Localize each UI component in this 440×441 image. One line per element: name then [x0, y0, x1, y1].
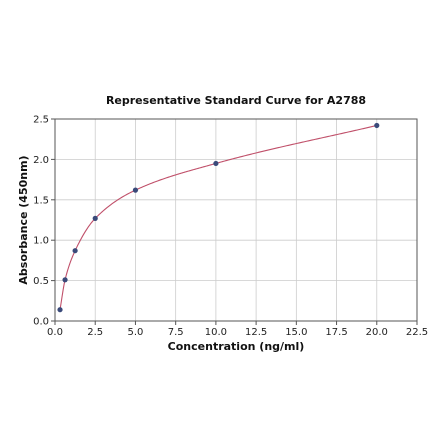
y-axis-label: Absorbance (450nm) — [17, 155, 30, 284]
y-tick-label: 0.0 — [33, 317, 49, 328]
grid-lines — [54, 118, 418, 322]
y-tick-label: 0.5 — [33, 276, 49, 287]
data-points — [57, 122, 380, 313]
x-tick-label: 22.5 — [406, 327, 428, 338]
x-tick-label: 17.5 — [325, 327, 347, 338]
y-axis-ticks: 0.0 0.5 1.0 1.5 2.0 2.5 — [33, 115, 55, 328]
y-tick-label: 2.5 — [33, 115, 49, 126]
plot-frame — [54, 118, 418, 322]
data-point — [92, 215, 98, 221]
x-tick-label: 10.0 — [205, 327, 227, 338]
x-tick-label: 7.5 — [168, 327, 184, 338]
x-axis-ticks: 0.0 2.5 5.0 7.5 10.0 12.5 15.0 17.5 20.0 22.5 — [47, 321, 428, 338]
data-point — [374, 122, 380, 129]
chart-title: Representative Standard Curve for A2788 — [106, 94, 366, 107]
data-point — [132, 187, 139, 193]
y-tick-label: 2.0 — [33, 155, 49, 166]
x-tick-label: 5.0 — [127, 327, 143, 338]
x-tick-label: 20.0 — [366, 327, 388, 338]
x-axis-label: Concentration (ng/ml) — [168, 340, 305, 353]
data-point — [213, 160, 219, 167]
x-tick-label: 0.0 — [47, 327, 63, 338]
x-tick-label: 12.5 — [245, 327, 267, 338]
x-tick-label: 2.5 — [87, 327, 103, 338]
x-tick-label: 15.0 — [285, 327, 307, 338]
data-point — [57, 307, 63, 313]
data-point — [72, 248, 78, 254]
fit-curve — [59, 124, 377, 310]
data-point — [62, 277, 68, 283]
y-tick-label: 1.0 — [33, 236, 49, 247]
y-tick-label: 1.5 — [33, 195, 49, 206]
